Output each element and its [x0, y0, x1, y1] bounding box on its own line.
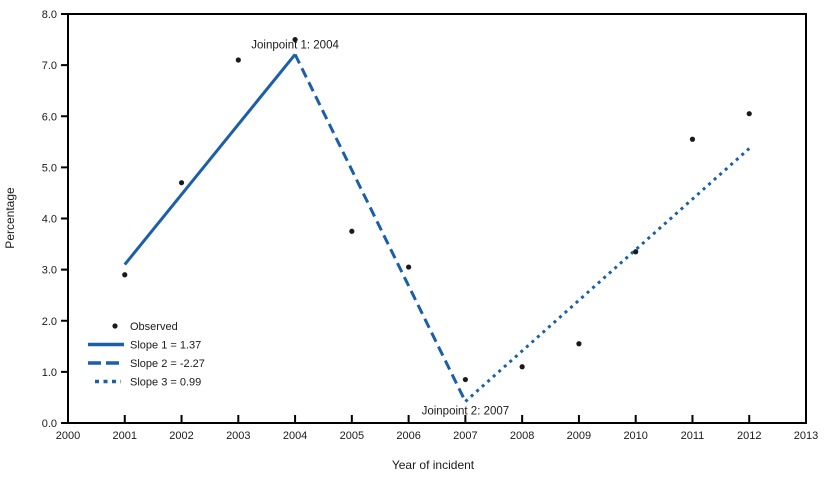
- x-tick-label: 2000: [56, 430, 80, 442]
- y-tick-label: 8.0: [42, 9, 57, 21]
- x-tick-label: 2004: [283, 430, 307, 442]
- legend-label: Slope 1 = 1.37: [130, 340, 201, 352]
- legend: Observed Slope 1 = 1.37 Slope 2 = -2.27 Slo…: [88, 321, 205, 389]
- y-tick-label: 4.0: [42, 214, 57, 226]
- joinpoint-annotation: Joinpoint 1: 2004: [251, 39, 339, 51]
- legend-marker-observed: [112, 323, 118, 329]
- observed-point: [633, 249, 639, 255]
- x-tick-label: 2001: [113, 430, 137, 442]
- x-tick-label: 2007: [453, 430, 477, 442]
- x-tick-label: 2002: [169, 430, 193, 442]
- plot-layer: 2000 2001 2002 2003 2004 2005 2006 2007 2008 2009…: [42, 9, 819, 442]
- y-axis-title: Percentage: [3, 187, 17, 249]
- observed-point: [235, 57, 241, 63]
- observed-point: [406, 264, 412, 270]
- legend-label: Observed: [130, 321, 178, 333]
- x-tick-label: 2003: [226, 430, 250, 442]
- legend-label: Slope 2 = -2.27: [130, 358, 205, 370]
- observed-point: [576, 341, 582, 347]
- x-tick-label: 2008: [510, 430, 534, 442]
- x-tick-label: 2005: [340, 430, 364, 442]
- x-tick-label: 2013: [794, 430, 818, 442]
- observed-point: [292, 36, 298, 43]
- trend-segment-dotted: [464, 147, 751, 403]
- y-tick-label: 2.0: [42, 316, 57, 328]
- x-axis-title: Year of incident: [392, 458, 475, 472]
- observed-point: [519, 364, 525, 370]
- y-tick-label: 6.0: [42, 111, 57, 123]
- observed-point: [178, 180, 185, 186]
- x-tick-label: 2009: [567, 430, 591, 442]
- y-tick-label: 0.0: [42, 418, 57, 430]
- annotation-layer: Joinpoint 1: 2004 Joinpoint 2: 2007: [251, 39, 509, 417]
- trend-segment-solid: [123, 53, 297, 266]
- trend-segment-dashed: [293, 53, 467, 403]
- y-tick-label: 1.0: [42, 367, 57, 379]
- observed-point: [689, 136, 696, 142]
- y-tick-label: 7.0: [42, 60, 57, 72]
- x-tick-label: 2012: [737, 430, 761, 442]
- y-tick-label: 5.0: [42, 162, 57, 174]
- joinpoint-annotation: Joinpoint 2: 2007: [422, 406, 510, 418]
- series-layer: [122, 36, 752, 403]
- observed-point: [349, 228, 355, 234]
- y-tick-label: 3.0: [42, 265, 57, 277]
- x-tick-label: 2011: [681, 430, 705, 442]
- observed-point: [122, 272, 128, 278]
- legend-label: Slope 3 = 0.99: [130, 377, 201, 389]
- observed-point: [462, 376, 468, 383]
- x-tick-label: 2006: [396, 430, 420, 442]
- x-tick-label: 2010: [623, 430, 647, 442]
- observed-point: [746, 111, 752, 117]
